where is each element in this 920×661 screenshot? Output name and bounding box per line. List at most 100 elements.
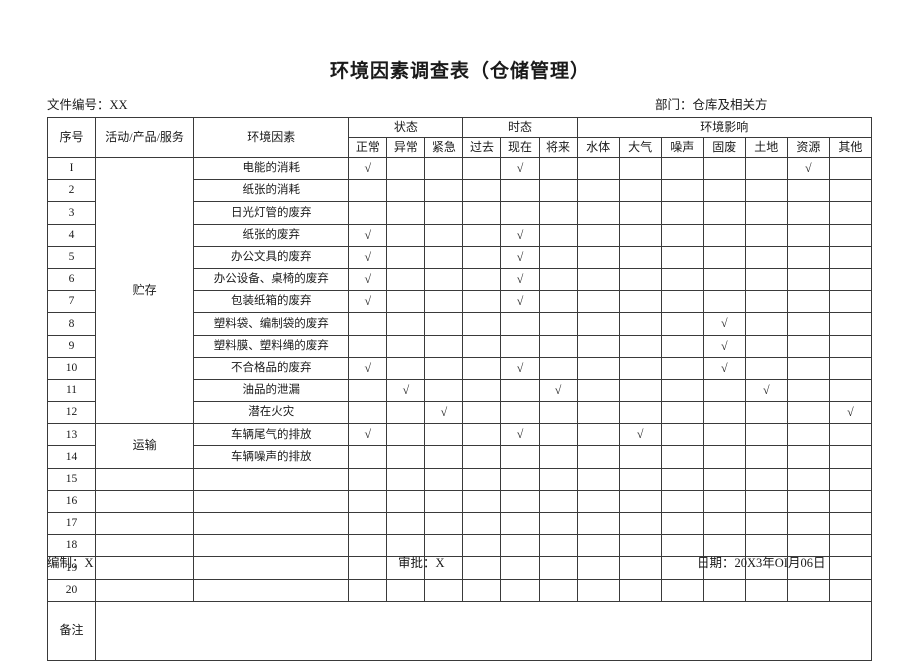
cell-tense-2 bbox=[538, 445, 578, 469]
cell-status-1 bbox=[386, 511, 426, 536]
cell-status-2: √ bbox=[424, 401, 464, 425]
col-header-impact-group: 环境影响 bbox=[576, 117, 873, 138]
cell-impact-6 bbox=[828, 156, 873, 181]
cell-seq: 14 bbox=[46, 445, 97, 469]
cell-tense-2 bbox=[538, 423, 578, 447]
col-header-factor: 环境因素 bbox=[193, 117, 350, 158]
cell-impact-6: √ bbox=[828, 401, 873, 425]
cell-environmental-factor: 塑料袋、编制袋的废弃 bbox=[193, 312, 350, 336]
cell-impact-6 bbox=[828, 179, 873, 203]
cell-status-2 bbox=[424, 290, 464, 314]
cell-tense-0 bbox=[462, 401, 502, 425]
cell-tense-2 bbox=[538, 223, 578, 247]
cell-status-2 bbox=[424, 201, 464, 225]
cell-status-1 bbox=[386, 356, 426, 380]
cell-impact-4 bbox=[744, 223, 788, 247]
col-header-tense-present: 现在 bbox=[500, 137, 540, 158]
cell-impact-0 bbox=[576, 290, 620, 314]
cell-tense-0 bbox=[462, 334, 502, 358]
cell-tense-1 bbox=[500, 179, 540, 203]
cell-status-2 bbox=[424, 423, 464, 447]
cell-impact-1 bbox=[618, 334, 662, 358]
table-row: 19 bbox=[46, 556, 873, 580]
cell-tense-2 bbox=[538, 267, 578, 292]
cell-impact-2 bbox=[660, 423, 704, 447]
cell-impact-1 bbox=[618, 223, 662, 247]
table-row: 11 油品的泄漏 √ √ √ bbox=[46, 378, 873, 403]
cell-environmental-factor: 车辆尾气的排放 bbox=[193, 423, 350, 447]
cell-tense-0 bbox=[462, 245, 502, 269]
cell-impact-6 bbox=[828, 223, 873, 247]
cell-status-2 bbox=[424, 334, 464, 358]
cell-environmental-factor: 潜在火灾 bbox=[193, 401, 350, 425]
col-header-impact-resource: 资源 bbox=[786, 137, 830, 158]
prepared-by-label: 编制：X bbox=[47, 556, 94, 570]
cell-tense-0 bbox=[462, 356, 502, 380]
cell-impact-2 bbox=[660, 511, 704, 536]
cell-status-2 bbox=[424, 378, 464, 403]
col-header-impact-air: 大气 bbox=[618, 137, 662, 158]
cell-seq: 10 bbox=[46, 356, 97, 380]
cell-tense-0 bbox=[462, 489, 502, 514]
cell-environmental-factor bbox=[193, 511, 350, 536]
cell-impact-4 bbox=[744, 334, 788, 358]
cell-impact-5 bbox=[786, 578, 830, 602]
cell-environmental-factor: 电能的消耗 bbox=[193, 156, 350, 181]
cell-impact-4 bbox=[744, 467, 788, 491]
table-row: 4 纸张的废弃 √ √ bbox=[46, 223, 873, 247]
cell-impact-6 bbox=[828, 578, 873, 602]
cell-seq: 16 bbox=[46, 489, 97, 514]
cell-tense-0 bbox=[462, 156, 502, 181]
col-header-status-abnormal: 异常 bbox=[386, 137, 426, 158]
cell-impact-3 bbox=[702, 489, 746, 514]
cell-impact-1 bbox=[618, 467, 662, 491]
department-label: 部门：仓库及相关方 bbox=[655, 98, 768, 112]
col-header-status-emergency: 紧急 bbox=[424, 137, 464, 158]
cell-environmental-factor: 纸张的消耗 bbox=[193, 179, 350, 203]
cell-impact-2 bbox=[660, 356, 704, 380]
table-row: 16 bbox=[46, 489, 873, 514]
col-header-impact-water: 水体 bbox=[576, 137, 620, 158]
cell-impact-0 bbox=[576, 267, 620, 292]
cell-impact-2 bbox=[660, 312, 704, 336]
cell-seq: 6 bbox=[46, 267, 97, 292]
cell-status-1 bbox=[386, 223, 426, 247]
cell-status-0: √ bbox=[348, 156, 388, 181]
cell-status-0 bbox=[348, 334, 388, 358]
cell-impact-5 bbox=[786, 467, 830, 491]
cell-seq: 15 bbox=[46, 467, 97, 491]
cell-tense-0 bbox=[462, 267, 502, 292]
cell-impact-4 bbox=[744, 201, 788, 225]
cell-impact-3 bbox=[702, 156, 746, 181]
cell-status-1 bbox=[386, 578, 426, 602]
cell-status-1 bbox=[386, 179, 426, 203]
cell-impact-2 bbox=[660, 201, 704, 225]
file-number-label: 文件编号：XX bbox=[47, 98, 128, 112]
cell-impact-2 bbox=[660, 290, 704, 314]
cell-status-0 bbox=[348, 201, 388, 225]
cell-tense-0 bbox=[462, 312, 502, 336]
cell-impact-1 bbox=[618, 179, 662, 203]
cell-impact-3 bbox=[702, 578, 746, 602]
cell-status-2 bbox=[424, 245, 464, 269]
cell-impact-5 bbox=[786, 334, 830, 358]
cell-status-1: √ bbox=[386, 378, 426, 403]
cell-impact-1 bbox=[618, 401, 662, 425]
cell-tense-2 bbox=[538, 578, 578, 602]
cell-status-0 bbox=[348, 401, 388, 425]
cell-activity bbox=[95, 511, 195, 536]
cell-impact-5 bbox=[786, 423, 830, 447]
cell-environmental-factor: 油品的泄漏 bbox=[193, 378, 350, 403]
cell-environmental-factor: 塑料膜、塑料绳的废弃 bbox=[193, 334, 350, 358]
cell-impact-1 bbox=[618, 378, 662, 403]
cell-impact-2 bbox=[660, 179, 704, 203]
cell-seq: 7 bbox=[46, 290, 97, 314]
remark-row: 备注 bbox=[46, 600, 872, 661]
cell-impact-0 bbox=[576, 467, 620, 491]
cell-seq: 12 bbox=[46, 401, 97, 425]
remark-value[interactable] bbox=[95, 600, 872, 661]
cell-impact-2 bbox=[660, 245, 704, 269]
cell-status-1 bbox=[386, 445, 426, 469]
cell-tense-1: √ bbox=[500, 423, 540, 447]
table-row: 20 bbox=[46, 578, 873, 602]
